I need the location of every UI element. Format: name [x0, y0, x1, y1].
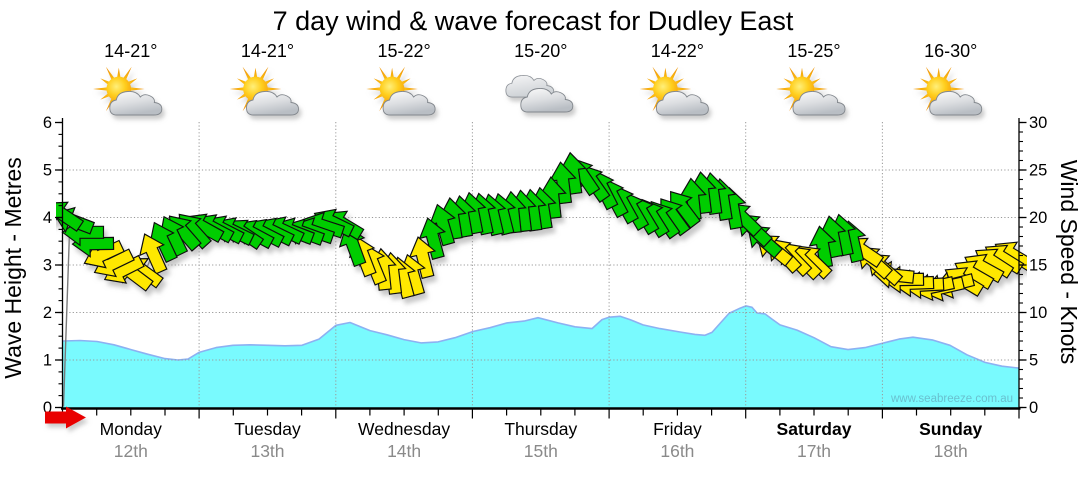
svg-text:15-20°: 15-20° [514, 41, 567, 61]
svg-text:15-22°: 15-22° [377, 41, 430, 61]
svg-text:1: 1 [43, 352, 52, 370]
svg-text:14th: 14th [387, 441, 421, 461]
svg-text:12th: 12th [114, 441, 148, 461]
svg-text:13th: 13th [250, 441, 284, 461]
svg-text:17th: 17th [797, 441, 831, 461]
svg-text:3: 3 [43, 257, 52, 275]
svg-text:Sunday: Sunday [919, 419, 982, 439]
svg-text:Wind Speed - Knots: Wind Speed - Knots [1056, 160, 1080, 365]
svg-text:30: 30 [1029, 114, 1047, 132]
svg-text:10: 10 [1029, 304, 1047, 322]
svg-text:6: 6 [43, 114, 52, 132]
svg-text:15-25°: 15-25° [787, 41, 840, 61]
svg-text:2: 2 [43, 304, 52, 322]
svg-text:25: 25 [1029, 162, 1047, 180]
svg-text:20: 20 [1029, 209, 1047, 227]
svg-text:0: 0 [43, 399, 52, 417]
svg-text:15: 15 [1029, 257, 1047, 275]
svg-text:0: 0 [1029, 399, 1038, 417]
svg-text:Wednesday: Wednesday [358, 419, 450, 439]
svg-text:7 day wind & wave forecast for: 7 day wind & wave forecast for Dudley Ea… [273, 6, 794, 36]
svg-text:15th: 15th [524, 441, 558, 461]
svg-text:Monday: Monday [100, 419, 163, 439]
svg-text:Tuesday: Tuesday [234, 419, 301, 439]
svg-text:16th: 16th [660, 441, 694, 461]
svg-text:16-30°: 16-30° [924, 41, 977, 61]
svg-text:18th: 18th [934, 441, 968, 461]
svg-text:Friday: Friday [653, 419, 702, 439]
svg-text:14-21°: 14-21° [241, 41, 294, 61]
svg-text:Wave Height - Metres: Wave Height - Metres [0, 157, 26, 379]
svg-text:www.seabreeze.com.au: www.seabreeze.com.au [890, 393, 1013, 405]
svg-text:Saturday: Saturday [777, 419, 852, 439]
svg-text:5: 5 [1029, 352, 1038, 370]
svg-text:4: 4 [43, 209, 52, 227]
svg-text:Thursday: Thursday [504, 419, 577, 439]
svg-text:14-21°: 14-21° [104, 41, 157, 61]
svg-text:5: 5 [43, 162, 52, 180]
svg-text:14-22°: 14-22° [651, 41, 704, 61]
